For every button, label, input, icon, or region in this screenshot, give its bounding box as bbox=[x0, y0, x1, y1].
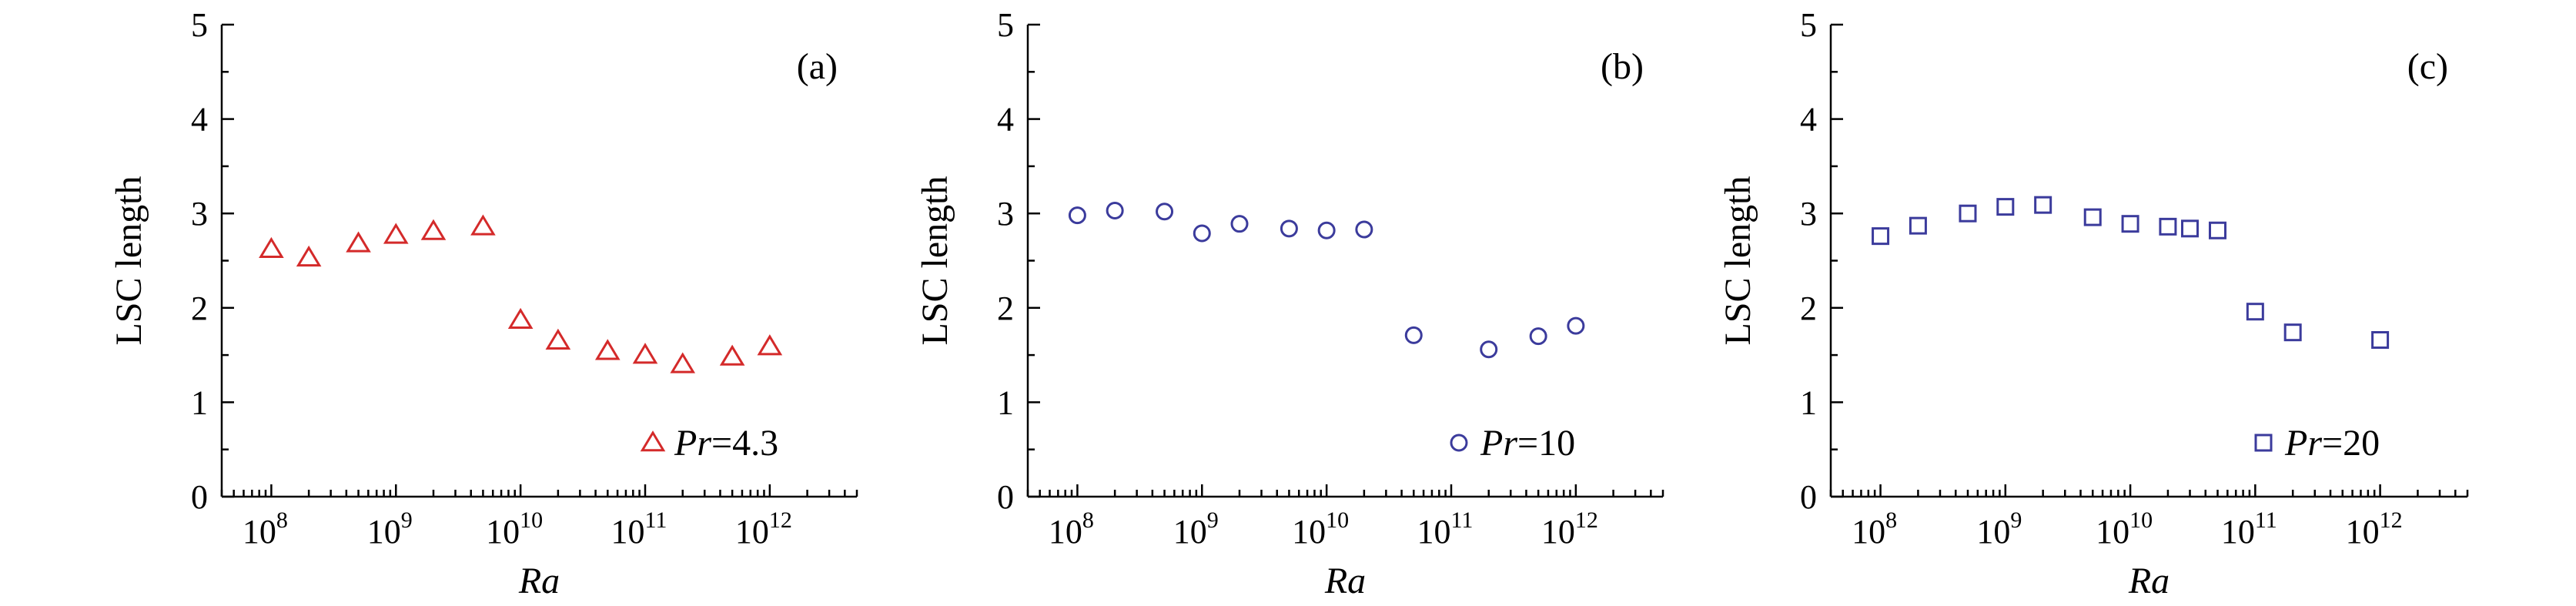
y-tick-label: 2 bbox=[997, 290, 1014, 327]
y-tick-label: 4 bbox=[997, 101, 1014, 139]
x-tick-label: 1011 bbox=[611, 507, 667, 551]
y-tick-label: 5 bbox=[1800, 6, 1817, 44]
y-tick-label: 4 bbox=[191, 101, 208, 139]
data-point bbox=[507, 307, 534, 329]
x-tick-label: 108 bbox=[1049, 507, 1094, 551]
data-point bbox=[2083, 208, 2102, 226]
data-point bbox=[1156, 203, 1174, 221]
x-tick-label: 109 bbox=[1976, 507, 2022, 551]
x-tick-label: 1010 bbox=[2096, 507, 2153, 551]
y-tick-label: 0 bbox=[997, 478, 1014, 516]
data-point bbox=[757, 334, 783, 356]
legend-label: Pr=4.3 bbox=[674, 423, 778, 464]
x-tick-label: 1012 bbox=[1541, 507, 1598, 551]
legend-label: Pr=20 bbox=[2284, 423, 2380, 464]
data-point bbox=[470, 214, 496, 236]
legend: Pr=20 bbox=[2254, 423, 2380, 464]
data-point bbox=[2121, 215, 2139, 233]
chart-panel-2: 0 1 2 3 4 5 108 109 1010 1011 1012 Ra LSC length (b) P… bbox=[915, 6, 1664, 601]
data-point bbox=[2159, 217, 2177, 236]
data-point bbox=[296, 245, 322, 267]
y-axis-label: LSC length bbox=[915, 176, 955, 345]
y-axis-label: LSC length bbox=[1718, 176, 1758, 345]
y-tick-label: 5 bbox=[997, 6, 1014, 44]
panel-label: (a) bbox=[797, 46, 838, 87]
x-tick-label: 1011 bbox=[2221, 507, 2277, 551]
data-point bbox=[1996, 198, 2015, 216]
y-tick-label: 4 bbox=[1800, 101, 1817, 139]
x-tick-label: 1012 bbox=[2346, 507, 2403, 551]
x-tick-label: 108 bbox=[1852, 507, 1897, 551]
data-point bbox=[1193, 224, 1211, 243]
y-tick-label: 3 bbox=[1800, 195, 1817, 233]
data-point bbox=[1068, 206, 1086, 225]
x-tick-label: 109 bbox=[367, 507, 413, 551]
y-tick-label: 1 bbox=[997, 383, 1014, 421]
x-tick-label: 1010 bbox=[486, 507, 543, 551]
data-point bbox=[1567, 316, 1585, 335]
y-tick-label: 2 bbox=[191, 290, 208, 327]
y-axis-label: LSC length bbox=[109, 176, 149, 345]
data-point bbox=[545, 328, 571, 350]
data-point bbox=[346, 231, 371, 253]
x-tick-label: 1010 bbox=[1292, 507, 1349, 551]
data-point bbox=[259, 236, 284, 259]
data-point bbox=[2180, 219, 2199, 238]
data-point bbox=[1106, 202, 1124, 220]
data-point bbox=[1230, 215, 1249, 233]
data-point bbox=[1959, 204, 1977, 223]
data-point bbox=[1355, 220, 1373, 239]
panel-label: (b) bbox=[1601, 46, 1644, 87]
data-point bbox=[2246, 303, 2264, 321]
data-point bbox=[420, 219, 447, 240]
legend-marker bbox=[2254, 434, 2273, 452]
y-tick-label: 1 bbox=[191, 383, 208, 421]
x-tick-label: 109 bbox=[1173, 507, 1219, 551]
data-point bbox=[1280, 219, 1298, 238]
x-axis-label: Ra bbox=[2128, 561, 2170, 601]
y-tick-label: 5 bbox=[191, 6, 208, 44]
data-point bbox=[1317, 221, 1336, 239]
y-tick-label: 2 bbox=[1800, 290, 1817, 327]
data-point bbox=[2208, 221, 2226, 239]
panel-label: (c) bbox=[2407, 46, 2448, 87]
chart-panel-1: 0 1 2 3 4 5 108 109 1010 1011 1012 Ra LSC length (a) P… bbox=[109, 6, 858, 601]
data-point bbox=[1480, 340, 1498, 359]
data-point bbox=[2371, 330, 2390, 349]
x-tick-label: 1012 bbox=[735, 507, 792, 551]
y-tick-label: 3 bbox=[191, 195, 208, 233]
data-point bbox=[632, 343, 658, 364]
data-point bbox=[719, 344, 745, 366]
data-point bbox=[383, 223, 409, 244]
x-tick-label: 108 bbox=[243, 507, 288, 551]
data-point bbox=[1404, 326, 1423, 344]
data-point bbox=[1529, 327, 1547, 346]
data-point bbox=[1872, 227, 1890, 246]
y-tick-label: 1 bbox=[1800, 383, 1817, 421]
data-point bbox=[670, 352, 696, 373]
data-point bbox=[2283, 323, 2302, 342]
data-point bbox=[2034, 196, 2052, 214]
y-tick-label: 0 bbox=[191, 478, 208, 516]
legend: Pr=10 bbox=[1450, 423, 1575, 464]
data-point bbox=[594, 339, 621, 360]
x-axis-label: Ra bbox=[518, 561, 560, 601]
y-tick-label: 3 bbox=[997, 195, 1014, 233]
data-point bbox=[1909, 216, 1927, 235]
chart-panel-3: 0 1 2 3 4 5 108 109 1010 1011 1012 Ra LSC length (c) P… bbox=[1718, 6, 2469, 601]
legend-marker bbox=[1450, 434, 1468, 452]
legend-marker bbox=[640, 430, 666, 452]
x-axis-label: Ra bbox=[1324, 561, 1366, 601]
y-tick-label: 0 bbox=[1800, 478, 1817, 516]
x-tick-label: 1011 bbox=[1417, 507, 1474, 551]
legend-label: Pr=10 bbox=[1480, 423, 1575, 464]
legend: Pr=4.3 bbox=[640, 423, 778, 464]
